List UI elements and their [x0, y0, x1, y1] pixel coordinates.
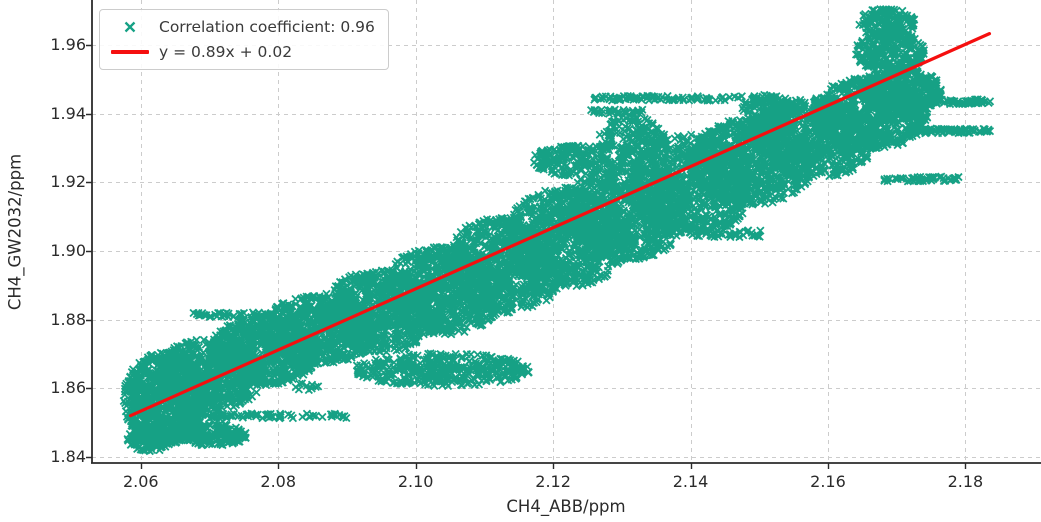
x-tick-label: 2.08 — [260, 472, 297, 491]
legend-entry-fit-line: y = 0.89x + 0.02 — [109, 40, 375, 63]
y-tick-label: 1.86 — [50, 378, 86, 398]
y-tick-label: 1.94 — [50, 103, 86, 123]
x-tick-label: 2.06 — [122, 472, 159, 491]
x-tick-label: 2.18 — [947, 472, 984, 491]
x-tick-label: 2.14 — [672, 472, 709, 491]
y-tick-label: 1.96 — [50, 34, 86, 54]
x-tick-label: 2.16 — [810, 472, 846, 491]
legend-fit-equation-label: y = 0.89x + 0.02 — [159, 42, 293, 61]
x-tick-label: 2.10 — [397, 472, 434, 491]
legend-entry-correlation: Correlation coefficient: 0.96 — [109, 15, 375, 38]
x-tick-label: 2.12 — [535, 472, 571, 491]
legend-x-marker-icon — [109, 20, 151, 34]
legend-correlation-label: Correlation coefficient: 0.96 — [159, 17, 375, 36]
legend-box: Correlation coefficient: 0.96 y = 0.89x … — [99, 9, 389, 70]
y-tick-label: 1.90 — [50, 241, 86, 261]
y-tick-label: 1.84 — [50, 447, 86, 467]
y-tick-label: 1.88 — [50, 309, 86, 329]
y-tick-label: 1.92 — [50, 172, 86, 192]
x-axis-label: CH4_ABB/ppm — [506, 497, 626, 516]
legend-line-swatch-icon — [109, 49, 151, 54]
